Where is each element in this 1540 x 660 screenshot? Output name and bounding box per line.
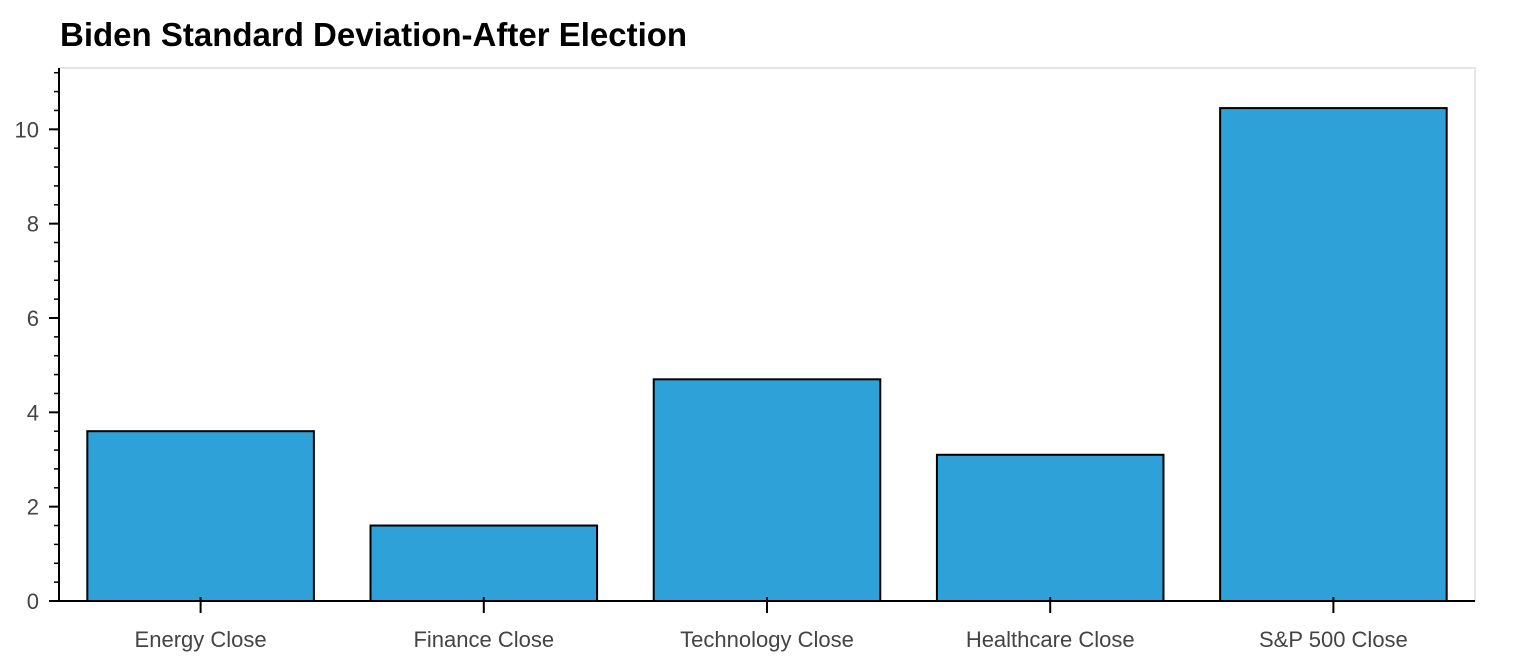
y-tick-label-2: 4	[27, 400, 39, 425]
y-tick-label-1: 2	[27, 495, 39, 520]
x-axis: Energy Close Finance Close Technology Clos…	[59, 597, 1475, 652]
y-tick-label-5: 10	[15, 117, 39, 142]
bar-4	[1219, 107, 1448, 602]
x-tick-label-0: Energy Close	[135, 627, 267, 652]
bar-3	[935, 453, 1165, 602]
x-tick-label-4: S&P 500 Close	[1259, 627, 1408, 652]
bar-1	[369, 524, 599, 603]
bar-2	[652, 378, 882, 602]
x-tick-label-3: Healthcare Close	[966, 627, 1135, 652]
bar-0	[86, 430, 315, 602]
x-tick-label-2: Technology Close	[680, 627, 854, 652]
y-tick-label-4: 8	[27, 212, 39, 237]
y-axis: 0 2 4 6 8 10	[15, 68, 60, 614]
y-tick-label-3: 6	[27, 306, 39, 331]
y-tick-label-0: 0	[27, 589, 39, 614]
x-tick-label-1: Finance Close	[413, 627, 554, 652]
bars	[86, 107, 1448, 603]
chart-title: Biden Standard Deviation-After Election	[60, 16, 688, 53]
